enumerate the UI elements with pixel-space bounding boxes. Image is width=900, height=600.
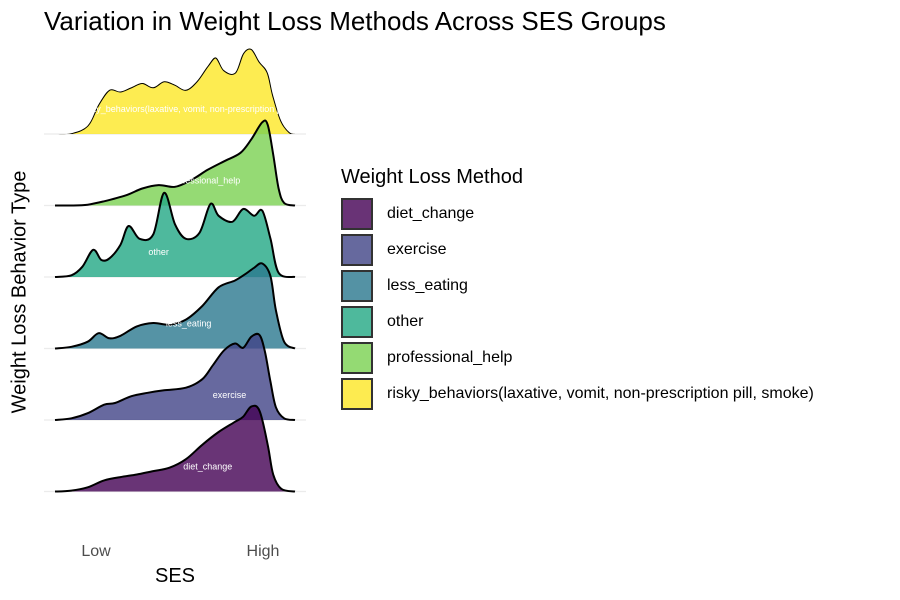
legend-swatch (341, 198, 373, 230)
legend-title: Weight Loss Method (341, 166, 523, 188)
ridge-diet-change: diet_change (54, 404, 296, 493)
legend-swatch (341, 234, 373, 266)
density-area (55, 263, 295, 349)
ridge-less-eating: less_eating (54, 262, 296, 350)
density-area (55, 192, 295, 278)
legend-swatch (341, 306, 373, 338)
legend-label: other (387, 313, 424, 330)
legend-label: diet_change (387, 205, 475, 222)
legend-swatch (341, 342, 373, 374)
ridge-label: less_eating (166, 319, 212, 329)
legend-item: professional_help (341, 340, 814, 376)
density-line (54, 119, 296, 207)
density-area (55, 120, 295, 206)
y-axis-title: Weight Loss Behavior Type (8, 170, 31, 414)
x-tick-label-high: High (246, 543, 280, 560)
ridgeline-plot: risky_behaviors(laxative, vomit, non-pre… (44, 48, 322, 493)
legend: Weight Loss Method diet_change exercise … (341, 166, 814, 412)
legend-label: less_eating (387, 277, 468, 294)
legend-item: risky_behaviors(laxative, vomit, non-pre… (341, 376, 814, 412)
legend-item: other (341, 304, 814, 340)
ridge-label: diet_change (183, 462, 232, 472)
density-area (55, 48, 295, 135)
density-line (54, 404, 296, 493)
ridge-exercise: exercise (54, 332, 296, 421)
density-line (54, 191, 296, 279)
ridge-professional-help: professional_help (54, 119, 296, 207)
legend-swatch (341, 270, 373, 302)
chart-title: Variation in Weight Loss Methods Across … (44, 6, 666, 36)
legend-item: exercise (341, 232, 814, 268)
density-line (55, 48, 295, 135)
legend-label: professional_help (387, 349, 513, 366)
density-line (54, 332, 296, 421)
ridge-label: other (148, 247, 169, 257)
legend-item: less_eating (341, 268, 814, 304)
legend-swatch (341, 378, 373, 410)
x-tick-label-low: Low (81, 543, 111, 560)
ridge-label: exercise (213, 390, 247, 400)
ridge-label: risky_behaviors(laxative, vomit, non-pre… (82, 104, 322, 114)
ridge-other: other (54, 191, 296, 279)
legend-item: diet_change (341, 196, 814, 232)
density-area (55, 333, 295, 420)
ridge-risky-behaviors: risky_behaviors(laxative, vomit, non-pre… (55, 48, 322, 135)
density-line (54, 262, 296, 350)
x-axis-title: SES (154, 565, 196, 587)
legend-label: risky_behaviors(laxative, vomit, non-pre… (387, 385, 814, 402)
density-area (55, 405, 295, 492)
legend-label: exercise (387, 241, 447, 258)
ridge-label: professional_help (170, 176, 241, 186)
